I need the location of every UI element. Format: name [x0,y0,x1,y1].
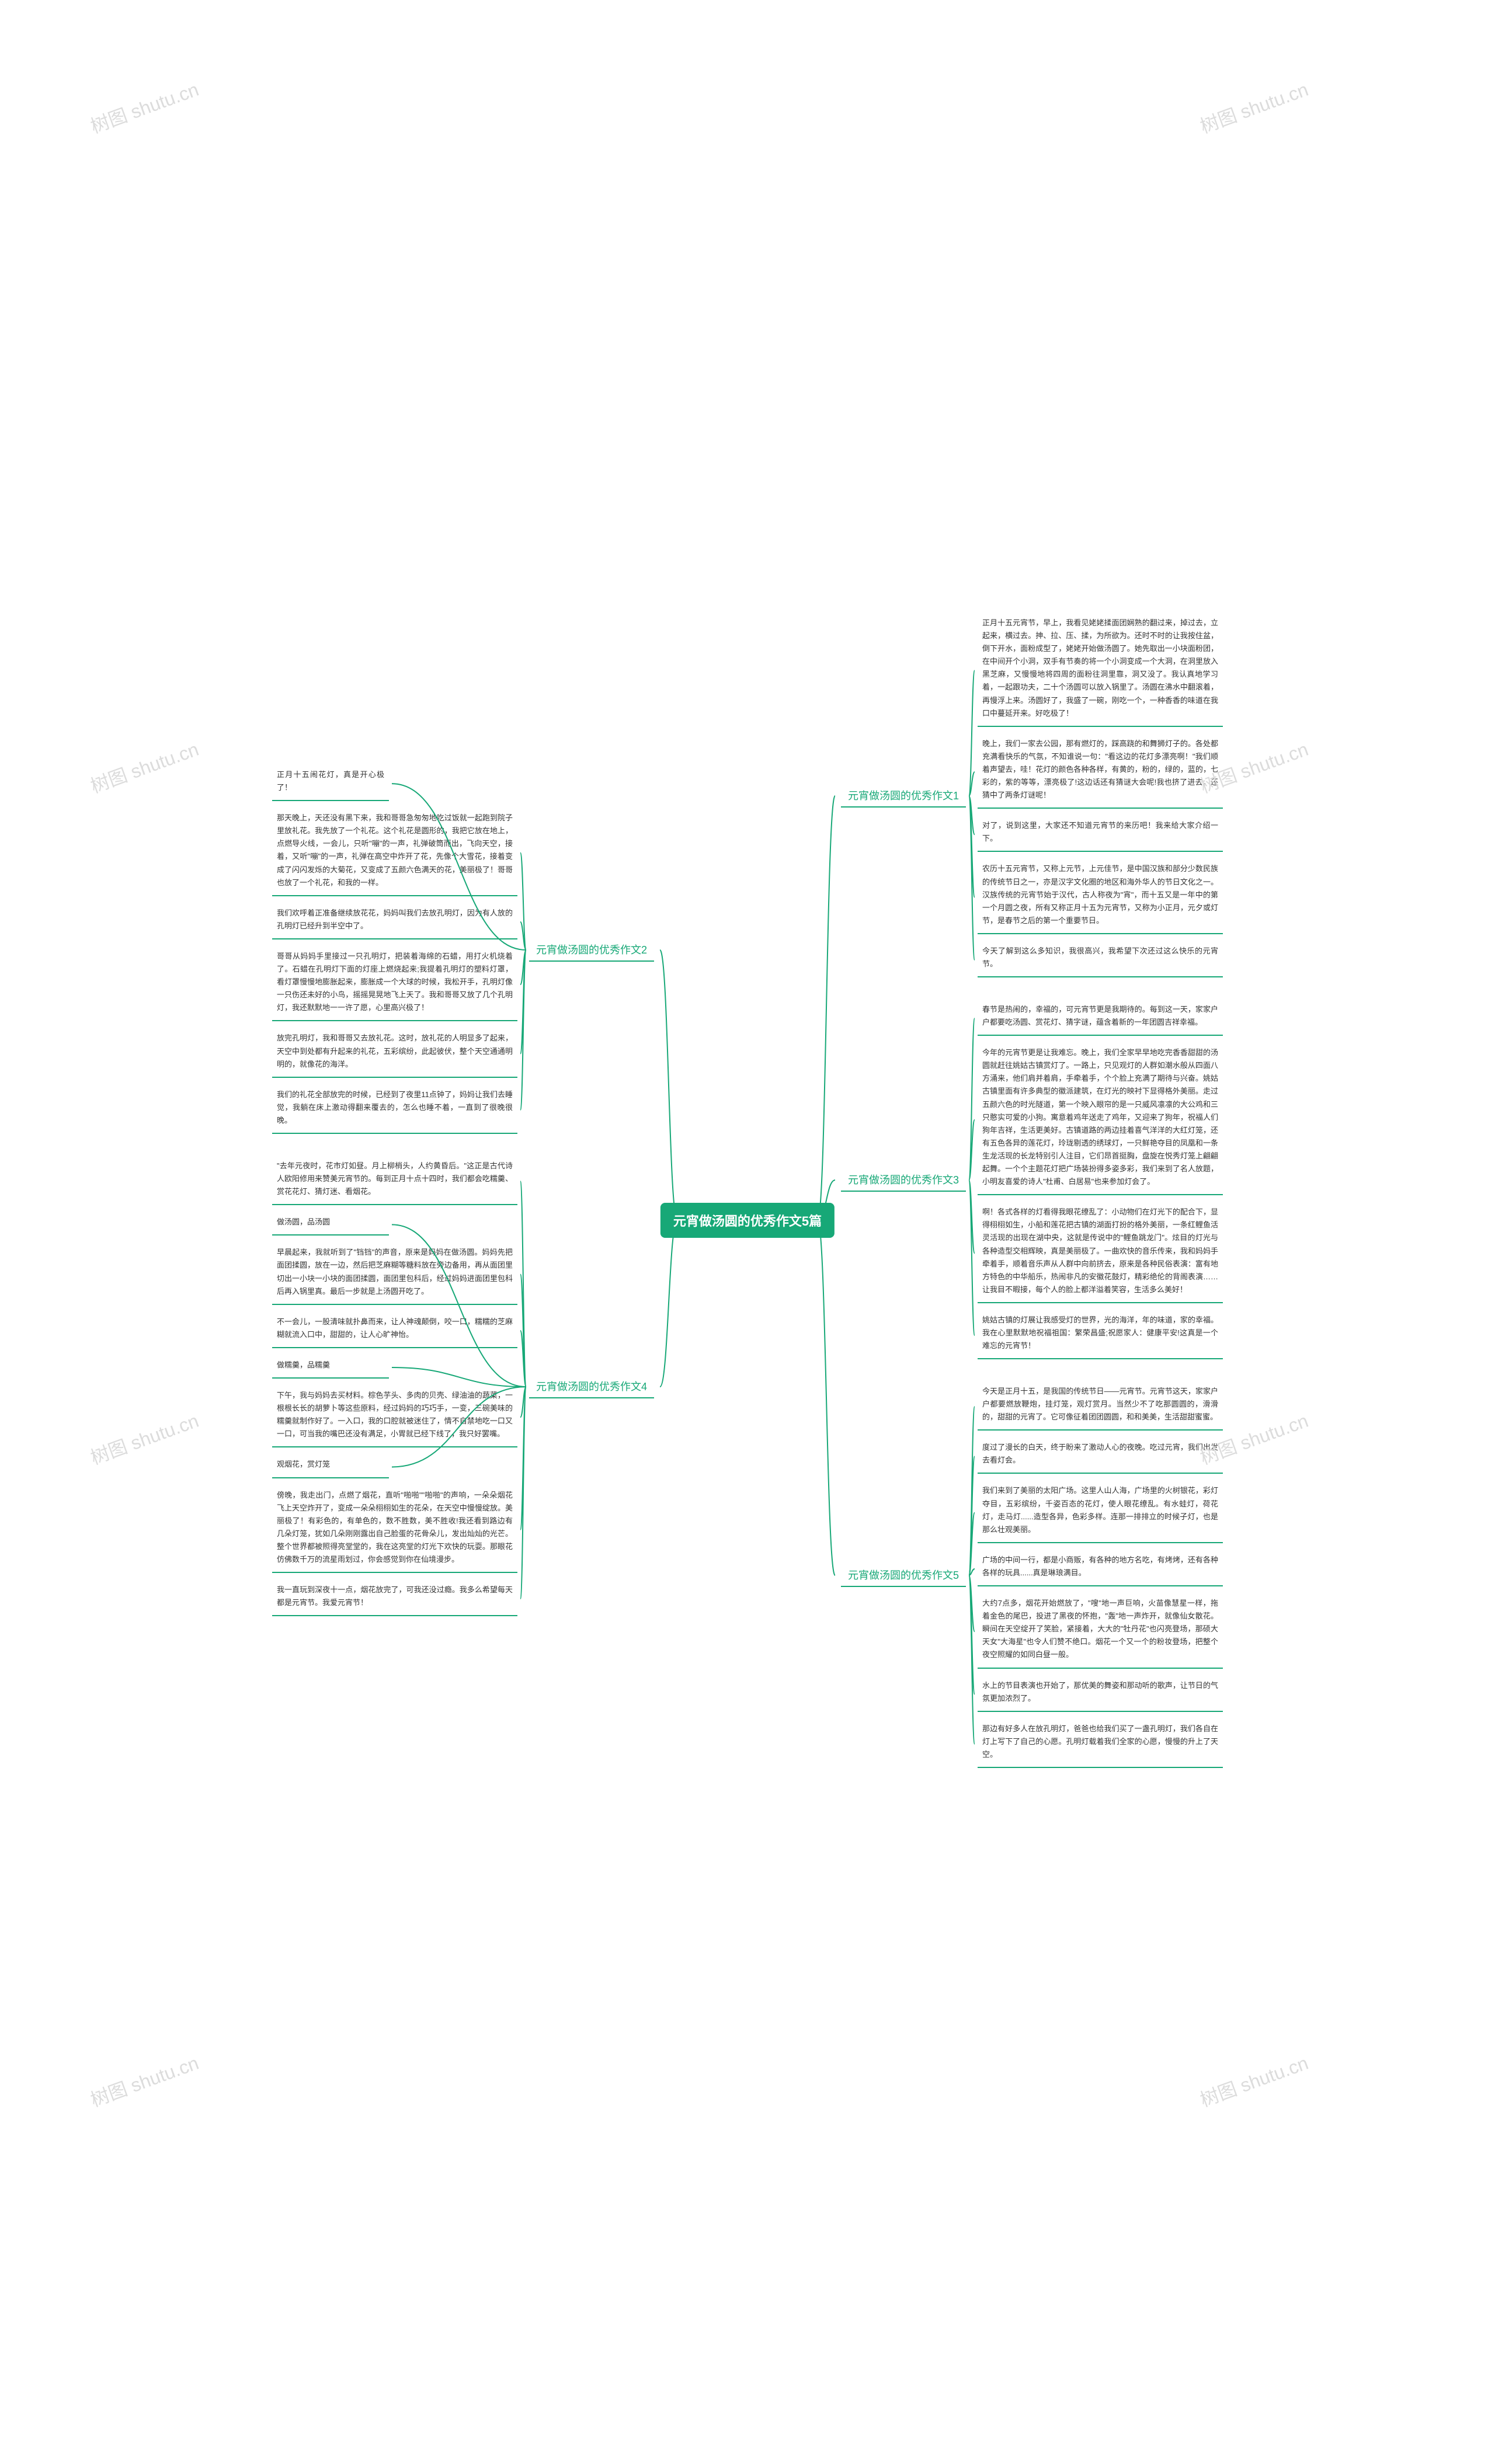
leaf-node: 下午，我与妈妈去买材料。棕色芋头、多肉的贝壳、绿油油的蔬菜，一根根长长的胡萝卜等… [272,1387,517,1447]
leaf-node: 我们欢呼着正准备继续放花花，妈妈叫我们去放孔明灯，因为有人放的孔明灯已经升到半空… [272,904,517,939]
leaf-node: 不一会儿，一股清味就扑鼻而来，让人神魂颠倒，咬一口，糯糯的芝麻糊就流入口中，甜甜… [272,1313,517,1348]
branch-leaves: "去年元夜时，花市灯如昼。月上柳梢头，人约黄昏后。"这正是古代诗人欧阳修用来赞美… [272,1157,517,1616]
leaf-node: 我们来到了美丽的太阳广场。这里人山人海，广场里的火树银花，彩灯夺目，五彩缤纷，千… [978,1482,1223,1543]
leaf-node: 春节是热闹的，幸福的，可元宵节更是我期待的。每到这一天，家家户户都要吃汤圆、赏花… [978,1001,1223,1036]
leaf-node: 正月十五闹花灯，真是开心极了！ [272,766,389,801]
leaf-node: "去年元夜时，花市灯如昼。月上柳梢头，人约黄昏后。"这正是古代诗人欧阳修用来赞美… [272,1157,517,1205]
leaf-node: 我们的礼花全部放完的时候，已经到了夜里11点钟了，妈妈让我们去睡觉，我躺在床上激… [272,1086,517,1134]
branch-leaves: 正月十五元宵节，早上，我看见姥姥揉面团娴熟的翻过来，掉过去，立起来，横过去。抻、… [978,614,1223,977]
watermark: 树图 shutu.cn [1196,75,1312,139]
leaf-node: 那边有好多人在放孔明灯，爸爸也给我们买了一盏孔明灯，我们各自在灯上写下了自己的心… [978,1720,1223,1768]
leaf-node: 傍晚，我走出门，点燃了烟花，直听"啪啪""啪啪"的声响，一朵朵烟花飞上天空炸开了… [272,1487,517,1574]
leaf-node: 对了，说到这里，大家还不知道元宵节的来历吧！我来给大家介绍一下。 [978,817,1223,852]
leaf-node: 啊！各式各样的灯看得我眼花缭乱了：小动物们在灯光下的配合下，显得栩栩如生，小船和… [978,1203,1223,1303]
leaf-node: 农历十五元宵节，又称上元节，上元佳节，是中国汉族和部分少数民族的传统节日之一，亦… [978,860,1223,934]
leaf-node: 正月十五元宵节，早上，我看见姥姥揉面团娴熟的翻过来，掉过去，立起来，横过去。抻、… [978,614,1223,727]
center-node: 元宵做汤圆的优秀作文5篇 [660,1203,835,1238]
leaf-node: 晚上，我们一家去公园，那有燃灯的，踩高跷的和舞狮灯子的。各处都充满看快乐的气氛，… [978,735,1223,809]
leaf-node: 今天是正月十五，是我国的传统节日——元宵节。元宵节这天，家家户户都要燃放鞭炮，挂… [978,1383,1223,1431]
watermark: 树图 shutu.cn [86,75,202,139]
branch-leaves: 正月十五闹花灯，真是开心极了！ 那天晚上，天还没有黑下来，我和哥哥急匆匆地吃过饭就… [272,766,517,1134]
branch-leaves: 今天是正月十五，是我国的传统节日——元宵节。元宵节这天，家家户户都要燃放鞭炮，挂… [978,1383,1223,1768]
leaf-node: 今年的元宵节更是让我难忘。晚上，我们全家早早地吃完香香甜甜的汤圆就赶往姚姑古镇赏… [978,1044,1223,1195]
watermark: 树图 shutu.cn [86,2048,202,2113]
leaf-node: 做糯羹，品糯羹 [272,1356,389,1379]
leaf-node: 广场的中间一行，都是小商贩，有各种的地方名吃，有烤烤，还有各种各样的玩具....… [978,1551,1223,1586]
leaf-node: 哥哥从妈妈手里接过一只孔明灯，把装着海绵的石蜡，用打火机烧着了。石蜡在孔明灯下面… [272,948,517,1021]
branch-leaves: 春节是热闹的，幸福的，可元宵节更是我期待的。每到这一天，家家户户都要吃汤圆、赏花… [978,1001,1223,1359]
leaf-node: 水上的节目表演也开始了，那优美的舞姿和那动听的歌声，让节日的气氛更加浓烈了。 [978,1677,1223,1712]
leaf-node: 早晨起来，我就听到了"铛铛"的声音，原来是妈妈在做汤圆。妈妈先把面团揉圆，放在一… [272,1244,517,1304]
branch-title: 元宵做汤圆的优秀作文4 [529,1375,654,1398]
watermark: 树图 shutu.cn [1196,2048,1312,2113]
branch-title: 元宵做汤圆的优秀作文3 [841,1168,966,1192]
leaf-node: 大约7点多，烟花开始燃放了，"嗖"地一声巨响，火苗像慧星一样，拖着金色的尾巴，投… [978,1595,1223,1668]
leaf-node: 那天晚上，天还没有黑下来，我和哥哥急匆匆地吃过饭就一起跑到院子里放礼花。我先放了… [272,809,517,896]
branch-title: 元宵做汤圆的优秀作文5 [841,1564,966,1587]
leaf-node: 今天了解到这么多知识，我很高兴，我希望下次还过这么快乐的元宵节。 [978,942,1223,977]
leaf-node: 放完孔明灯，我和哥哥又去放礼花。这时，放礼花的人明显多了起来，天空中到处都有升起… [272,1029,517,1077]
leaf-node: 观烟花，赏灯笼 [272,1456,389,1478]
leaf-node: 我一直玩到深夜十一点，烟花放完了，可我还没过瘾。我多么希望每天都是元宵节。我爱元… [272,1581,517,1616]
leaf-node: 做汤圆，品汤圆 [272,1213,389,1236]
leaf-node: 姚姑古镇的灯展让我感受灯的世界，光的海洋，年的味道，家的幸福。我在心里默默地祝福… [978,1311,1223,1359]
branch-title: 元宵做汤圆的优秀作文1 [841,784,966,808]
leaf-node: 度过了漫长的白天，终于盼来了激动人心的夜晚。吃过元宵，我们出发去看灯会。 [978,1439,1223,1474]
branch-title: 元宵做汤圆的优秀作文2 [529,938,654,962]
